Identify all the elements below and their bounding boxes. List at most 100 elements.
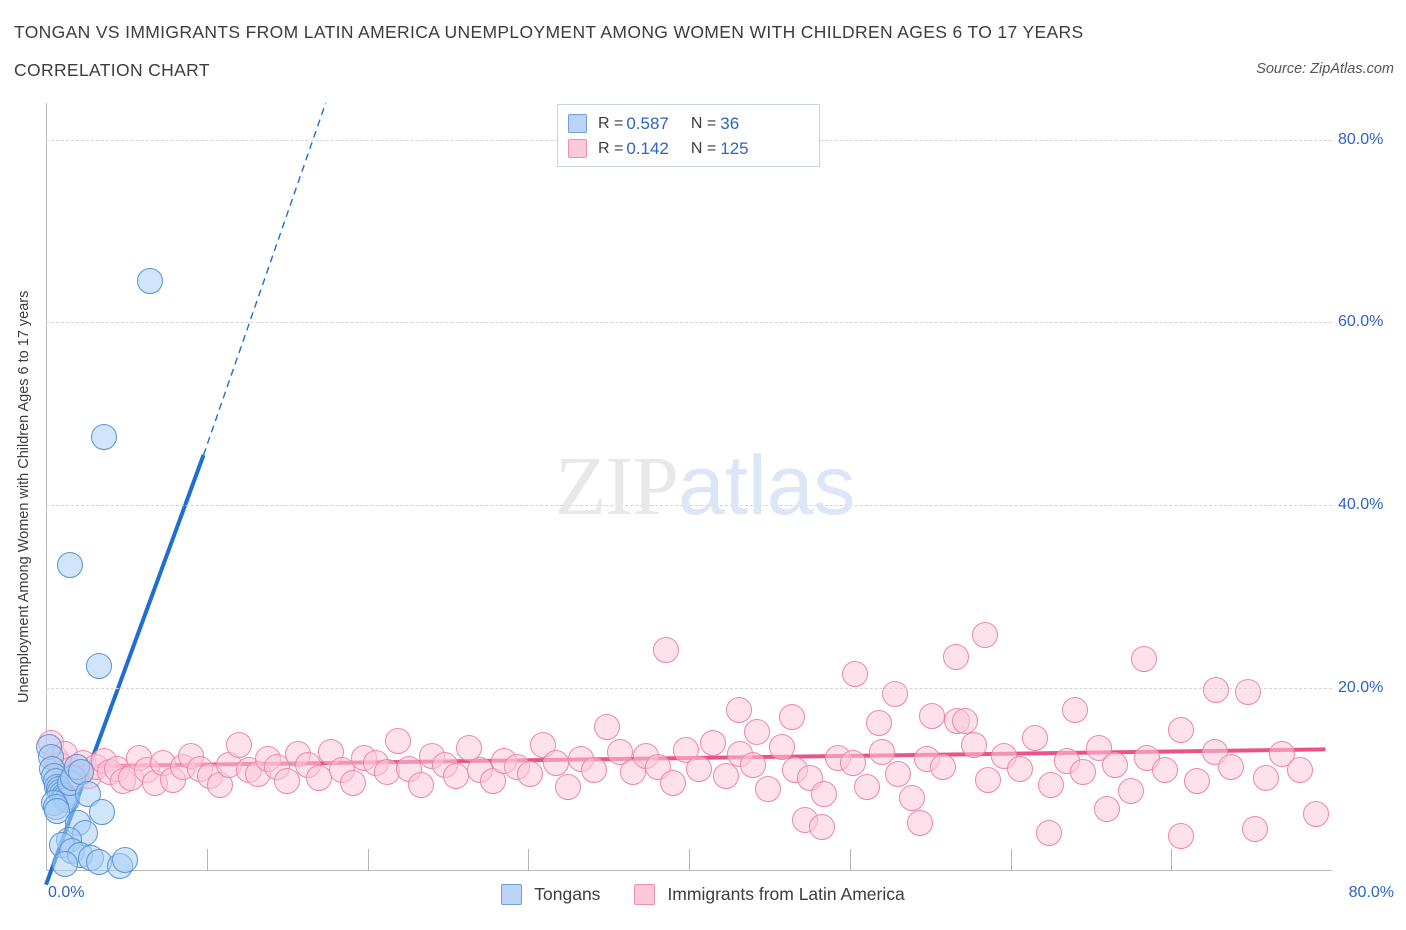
scatter-point[interactable]	[712, 762, 739, 789]
legend-label-tongans: Tongans	[534, 884, 601, 904]
scatter-point[interactable]	[1118, 777, 1145, 804]
scatter-point[interactable]	[111, 847, 138, 874]
scatter-point[interactable]	[306, 764, 333, 791]
scatter-point[interactable]	[373, 759, 400, 786]
x-tick-mark	[528, 849, 530, 871]
scatter-point[interactable]	[1253, 764, 1280, 791]
plot-area	[36, 102, 1332, 886]
scatter-point[interactable]	[740, 751, 767, 778]
scatter-point[interactable]	[974, 766, 1001, 793]
scatter-point[interactable]	[1167, 823, 1194, 850]
scatter-point[interactable]	[1302, 801, 1329, 828]
scatter-point[interactable]	[1235, 678, 1262, 705]
scatter-point[interactable]	[1037, 772, 1064, 799]
scatter-point[interactable]	[340, 770, 367, 797]
pink-n-value: 125	[720, 138, 749, 158]
scatter-point[interactable]	[86, 653, 113, 680]
scatter-point[interactable]	[1093, 795, 1120, 822]
scatter-point[interactable]	[542, 750, 569, 777]
trendline-tongans-extrapolated	[202, 102, 327, 456]
scatter-point[interactable]	[89, 799, 116, 826]
legend-swatch-blue-icon	[501, 884, 523, 905]
legend-label-latin-america: Immigrants from Latin America	[667, 884, 905, 904]
scatter-point[interactable]	[685, 755, 712, 782]
correlation-stats-box: R = 0.587 N = 36 R = 0.142 N = 125	[557, 104, 820, 167]
scatter-point[interactable]	[725, 697, 752, 724]
scatter-point[interactable]	[385, 728, 412, 755]
x-tick-mark	[1010, 849, 1012, 871]
scatter-point[interactable]	[754, 775, 781, 802]
pink-n-label: N =	[690, 139, 717, 157]
scatter-point[interactable]	[865, 709, 892, 736]
series-legend: Tongans Immigrants from Latin America	[0, 884, 1406, 905]
scatter-point[interactable]	[74, 781, 101, 808]
scatter-point[interactable]	[1061, 697, 1088, 724]
scatter-point[interactable]	[516, 761, 543, 788]
scatter-point[interactable]	[1217, 753, 1244, 780]
scatter-point[interactable]	[942, 644, 969, 671]
scatter-point[interactable]	[1021, 724, 1048, 751]
scatter-point[interactable]	[653, 636, 680, 663]
scatter-point[interactable]	[1203, 676, 1230, 703]
scatter-point[interactable]	[811, 781, 838, 808]
scatter-point[interactable]	[1183, 768, 1210, 795]
scatter-point[interactable]	[952, 708, 979, 735]
scatter-point[interactable]	[225, 731, 252, 758]
scatter-point[interactable]	[839, 750, 866, 777]
scatter-point[interactable]	[960, 731, 987, 758]
x-tick-mark	[367, 849, 369, 871]
scatter-point[interactable]	[907, 810, 934, 837]
scatter-point[interactable]	[769, 733, 796, 760]
scatter-point[interactable]	[899, 784, 926, 811]
scatter-point[interactable]	[407, 772, 434, 799]
scatter-point[interactable]	[1130, 645, 1157, 672]
scatter-point[interactable]	[581, 757, 608, 784]
scatter-point[interactable]	[841, 660, 868, 687]
swatch-pink-icon	[568, 139, 587, 158]
scatter-point[interactable]	[1036, 819, 1063, 846]
legend-item-latin-america[interactable]: Immigrants from Latin America	[634, 884, 905, 905]
y-tick-label: 40.0%	[1338, 496, 1384, 514]
scatter-point[interactable]	[1241, 815, 1268, 842]
scatter-point[interactable]	[918, 702, 945, 729]
y-tick-label: 80.0%	[1338, 130, 1384, 148]
scatter-point[interactable]	[854, 773, 881, 800]
scatter-point[interactable]	[700, 730, 727, 756]
scatter-point[interactable]	[659, 770, 686, 797]
legend-item-tongans[interactable]: Tongans	[501, 884, 600, 905]
scatter-point[interactable]	[1007, 755, 1034, 782]
scatter-point[interactable]	[1101, 751, 1128, 778]
scatter-point[interactable]	[594, 713, 621, 740]
scatter-point[interactable]	[1167, 717, 1194, 744]
scatter-point[interactable]	[137, 268, 164, 295]
scatter-point[interactable]	[455, 735, 482, 762]
scatter-point[interactable]	[971, 622, 998, 649]
scatter-point[interactable]	[809, 814, 836, 841]
scatter-point[interactable]	[442, 762, 469, 789]
stats-row-latin-america: R = 0.142 N = 125	[568, 136, 809, 161]
scatter-point[interactable]	[884, 761, 911, 788]
x-tick-label: 80.0%	[1348, 884, 1394, 901]
scatter-point[interactable]	[868, 739, 895, 766]
gridline	[46, 322, 1332, 324]
blue-n-label: N =	[690, 114, 717, 132]
scatter-point[interactable]	[1151, 757, 1178, 784]
scatter-point[interactable]	[52, 850, 79, 877]
scatter-point[interactable]	[881, 680, 908, 707]
scatter-point[interactable]	[929, 753, 956, 780]
page-subtitle: CORRELATION CHART	[14, 60, 210, 80]
blue-r-value: 0.587	[626, 113, 669, 133]
x-tick-label: 0.0%	[48, 884, 85, 901]
scatter-point[interactable]	[1069, 759, 1096, 786]
blue-n-value: 36	[720, 113, 740, 133]
x-tick-mark	[206, 849, 208, 871]
scatter-point[interactable]	[778, 704, 805, 731]
scatter-point[interactable]	[1286, 757, 1313, 784]
scatter-point[interactable]	[90, 423, 117, 450]
scatter-point[interactable]	[274, 768, 301, 795]
scatter-point[interactable]	[743, 719, 770, 746]
scatter-point[interactable]	[57, 551, 84, 578]
y-axis-title: Unemployment Among Women with Children A…	[16, 290, 32, 704]
scatter-point[interactable]	[555, 773, 582, 800]
